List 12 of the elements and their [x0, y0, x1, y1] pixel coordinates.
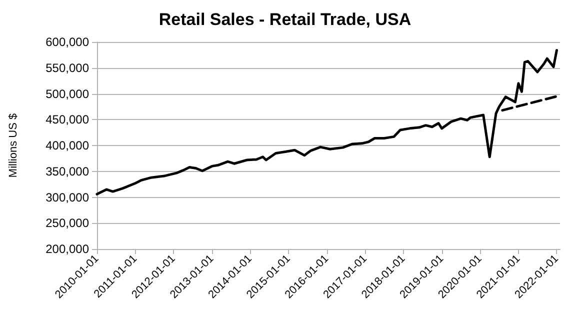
y-tick-label: 250,000: [46, 216, 90, 230]
line-series: [96, 49, 558, 196]
y-tick-label: 200,000: [46, 242, 90, 256]
y-tick-label: 550,000: [46, 60, 90, 75]
y-tick-label: 300,000: [46, 190, 90, 204]
y-tick-label: 400,000: [46, 138, 90, 152]
y-tick-label: 350,000: [46, 164, 90, 178]
chart-title: Retail Sales - Retail Trade, USA: [158, 10, 412, 29]
y-axis-title: Millions US $: [8, 113, 20, 178]
y-tick-label: 500,000: [46, 86, 90, 101]
y-tick-label: 450,000: [46, 112, 90, 127]
y-tick-label: 600,000: [46, 35, 90, 49]
